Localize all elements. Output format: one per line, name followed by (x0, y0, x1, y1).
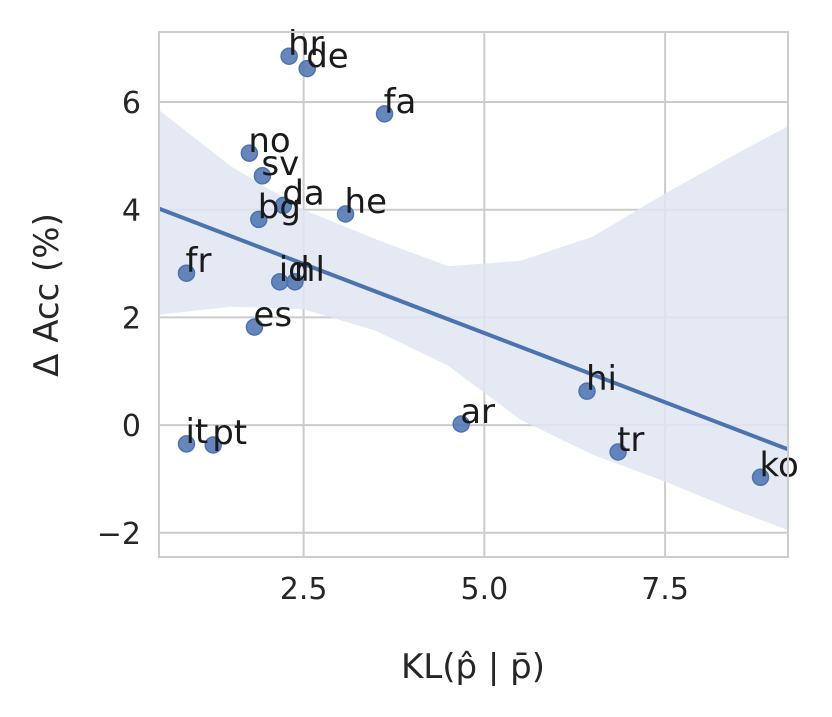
data-point (336, 205, 355, 223)
x-tick-labels: 2.5 5.0 7.5 (280, 572, 689, 607)
data-point (375, 105, 394, 123)
data-point (177, 435, 196, 453)
data-point (298, 59, 316, 78)
y-tick-label: 2 (122, 301, 141, 336)
point-label: id (279, 250, 310, 290)
regression-line (158, 206, 789, 452)
point-label: ar (460, 392, 495, 432)
data-point (578, 382, 596, 400)
point-label: hr (288, 24, 324, 64)
confidence-band (159, 110, 788, 531)
data-point (286, 273, 304, 291)
point-label: da (282, 173, 324, 213)
point-label: nl (294, 250, 325, 290)
x-tick-label: 2.5 (280, 572, 328, 607)
data-point (240, 144, 259, 162)
data-point (452, 415, 470, 433)
data-point (280, 47, 298, 65)
point-label: fa (384, 82, 417, 122)
y-tick-label: 0 (122, 409, 141, 444)
point-label: bg (258, 187, 301, 227)
point-label: ko (760, 445, 799, 485)
data-points (177, 47, 770, 487)
point-label: tr (617, 420, 644, 460)
point-label: it (185, 412, 208, 452)
x-tick-label: 5.0 (460, 572, 508, 607)
y-tick-label: −2 (97, 517, 141, 552)
point-label: es (253, 295, 292, 335)
x-axis-title: KL(p̂ | p̄) (401, 647, 545, 687)
point-label: sv (261, 144, 299, 184)
point-label: fr (185, 241, 211, 281)
data-point (250, 210, 268, 229)
point-label: no (248, 121, 290, 161)
point-label: pt (212, 413, 247, 453)
point-label: de (306, 37, 349, 77)
data-point (204, 436, 222, 454)
y-tick-label: 6 (122, 86, 141, 121)
y-axis-title: Δ Acc (%) (27, 213, 67, 377)
plot-frame (158, 31, 789, 558)
x-tick-label: 7.5 (641, 572, 689, 607)
point-label: he (345, 182, 387, 222)
y-tick-label: 4 (122, 194, 141, 229)
data-point (609, 443, 627, 461)
y-tick-labels: −2 0 2 4 6 (97, 86, 141, 552)
data-point (245, 318, 264, 336)
data-point (177, 264, 196, 282)
data-point (274, 196, 293, 215)
point-label: hi (586, 359, 617, 399)
data-point (751, 468, 770, 487)
data-point (253, 167, 272, 185)
